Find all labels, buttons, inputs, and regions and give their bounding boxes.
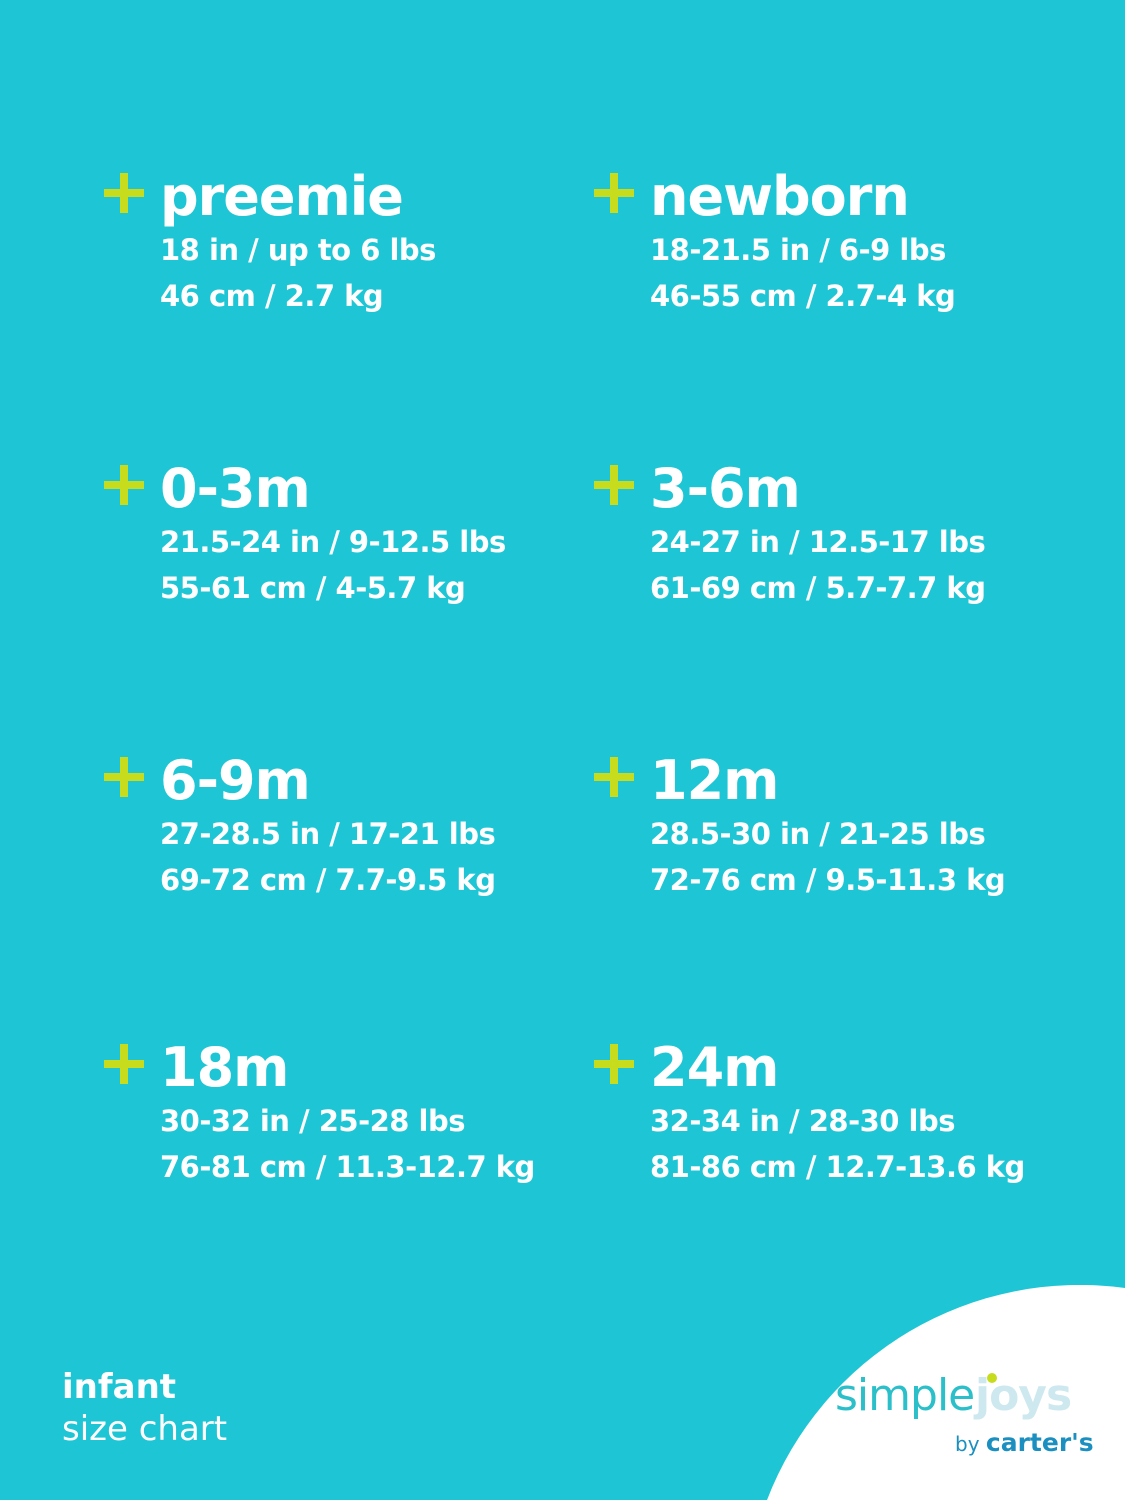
size-imperial: 27-28.5 in / 17-21 lbs xyxy=(160,817,496,851)
logo-by: by xyxy=(955,1432,980,1456)
logo-circle xyxy=(767,1285,1125,1500)
plus-icon xyxy=(594,465,634,505)
logo-circle-shape xyxy=(767,1285,1125,1500)
brand-logo: simple joys by carter's xyxy=(835,1370,1095,1470)
size-metric: 69-72 cm / 7.7-9.5 kg xyxy=(160,863,496,897)
size-metric: 55-61 cm / 4-5.7 kg xyxy=(160,571,466,605)
plus-icon xyxy=(104,757,144,797)
size-name: newborn xyxy=(650,165,910,228)
size-imperial: 30-32 in / 25-28 lbs xyxy=(160,1104,466,1138)
size-metric: 61-69 cm / 5.7-7.7 kg xyxy=(650,571,986,605)
size-name: 12m xyxy=(650,749,779,812)
caption-line-1: infant xyxy=(62,1367,177,1407)
size-metric: 76-81 cm / 11.3-12.7 kg xyxy=(160,1150,535,1184)
logo-brand: carter's xyxy=(985,1428,1094,1457)
size-entry: 18m 30-32 in / 25-28 lbs 76-81 cm / 11.3… xyxy=(104,1036,600,1190)
size-imperial: 18-21.5 in / 6-9 lbs xyxy=(650,233,946,267)
chart-caption: infant size chart xyxy=(62,1366,227,1450)
plus-icon xyxy=(594,1044,634,1084)
size-name: 0-3m xyxy=(160,457,311,520)
size-metric: 81-86 cm / 12.7-13.6 kg xyxy=(650,1150,1025,1184)
size-entry: 24m 32-34 in / 28-30 lbs 81-86 cm / 12.7… xyxy=(594,1036,1090,1190)
size-imperial: 18 in / up to 6 lbs xyxy=(160,233,436,267)
logo-dot-icon xyxy=(987,1373,997,1383)
logo-simple: simple xyxy=(835,1370,975,1421)
plus-icon xyxy=(104,1044,144,1084)
plus-icon xyxy=(104,465,144,505)
size-entry: preemie 18 in / up to 6 lbs 46 cm / 2.7 … xyxy=(104,165,600,319)
size-entry: 3-6m 24-27 in / 12.5-17 lbs 61-69 cm / 5… xyxy=(594,457,1090,611)
size-entry: 6-9m 27-28.5 in / 17-21 lbs 69-72 cm / 7… xyxy=(104,749,600,903)
size-name: 18m xyxy=(160,1036,289,1099)
plus-icon xyxy=(594,757,634,797)
caption-line-2: size chart xyxy=(62,1409,228,1449)
size-metric: 46-55 cm / 2.7-4 kg xyxy=(650,279,956,313)
size-imperial: 21.5-24 in / 9-12.5 lbs xyxy=(160,525,506,559)
size-name: preemie xyxy=(160,165,404,228)
plus-icon xyxy=(104,173,144,213)
size-entry: 0-3m 21.5-24 in / 9-12.5 lbs 55-61 cm / … xyxy=(104,457,600,611)
size-name: 6-9m xyxy=(160,749,311,812)
size-metric: 46 cm / 2.7 kg xyxy=(160,279,384,313)
size-imperial: 28.5-30 in / 21-25 lbs xyxy=(650,817,986,851)
size-metric: 72-76 cm / 9.5-11.3 kg xyxy=(650,863,1006,897)
size-name: 3-6m xyxy=(650,457,801,520)
size-entry: newborn 18-21.5 in / 6-9 lbs 46-55 cm / … xyxy=(594,165,1090,319)
size-imperial: 24-27 in / 12.5-17 lbs xyxy=(650,525,986,559)
plus-icon xyxy=(594,173,634,213)
size-name: 24m xyxy=(650,1036,779,1099)
size-imperial: 32-34 in / 28-30 lbs xyxy=(650,1104,956,1138)
size-entry: 12m 28.5-30 in / 21-25 lbs 72-76 cm / 9.… xyxy=(594,749,1090,903)
logo-by-line: by carter's xyxy=(955,1428,1094,1457)
